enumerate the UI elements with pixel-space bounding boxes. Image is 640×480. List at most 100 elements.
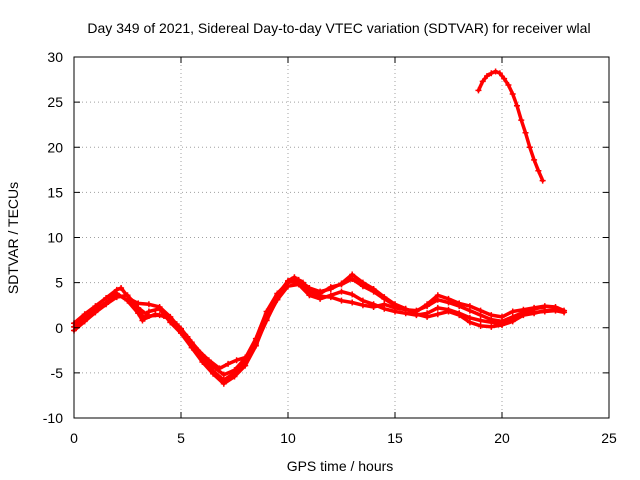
x-axis: 0 5 10 15 20 25 — [70, 57, 617, 446]
data-point — [184, 333, 191, 340]
data-point — [263, 317, 270, 324]
data-point — [173, 321, 180, 328]
data-point — [220, 371, 227, 378]
y-tick-label: 15 — [47, 184, 63, 200]
data-point — [160, 313, 167, 320]
data-point — [195, 347, 202, 354]
data-point — [434, 296, 441, 303]
data-point — [220, 380, 227, 387]
data-point — [156, 305, 163, 312]
x-axis-title: GPS time / hours — [287, 458, 394, 474]
data-point — [188, 344, 195, 351]
data-point — [539, 177, 546, 184]
data-point — [488, 316, 495, 323]
data-point — [477, 312, 484, 319]
y-tick-label: -10 — [43, 410, 63, 426]
y-tick-label: 10 — [47, 230, 63, 246]
data-point — [263, 308, 270, 315]
x-tick-label: 0 — [70, 430, 78, 446]
data-point — [488, 70, 495, 77]
data-point — [317, 293, 324, 300]
data-point — [475, 87, 482, 94]
y-axis-title: SDTVAR / TECUs — [5, 182, 21, 294]
data-point — [338, 297, 345, 304]
data-point — [561, 309, 568, 316]
data-point — [531, 305, 538, 312]
data-point — [424, 303, 431, 310]
data-point — [118, 285, 125, 292]
x-tick-label: 10 — [280, 430, 296, 446]
data-point — [349, 291, 356, 298]
data-point — [81, 318, 88, 325]
data-point — [535, 167, 542, 174]
data-point — [338, 288, 345, 295]
y-tick-label: 30 — [47, 49, 63, 65]
grid — [74, 57, 609, 418]
series-trace-d — [124, 278, 548, 372]
x-tick-label: 20 — [494, 430, 510, 446]
data-point — [349, 271, 356, 278]
data-point — [306, 288, 313, 295]
data-point — [152, 311, 159, 318]
data-point — [477, 322, 484, 329]
data-point — [225, 360, 232, 367]
data-point — [424, 313, 431, 320]
data-point — [492, 68, 499, 75]
data-point — [231, 367, 238, 374]
data-point — [501, 75, 508, 82]
data-point — [509, 91, 516, 98]
chart-title: Day 349 of 2021, Sidereal Day-to-day VTE… — [87, 20, 590, 36]
data-point — [541, 303, 548, 310]
data-point — [509, 313, 516, 320]
data-point — [210, 370, 217, 377]
data-point — [242, 362, 249, 369]
data-point — [445, 299, 452, 306]
data-point — [488, 323, 495, 330]
data-point — [359, 302, 366, 309]
y-tick-label: 5 — [55, 275, 63, 291]
x-tick-label: 25 — [601, 430, 617, 446]
y-tick-label: 20 — [47, 139, 63, 155]
data-point — [124, 297, 131, 304]
data-point — [216, 365, 223, 372]
data-point — [103, 301, 110, 308]
data-point — [402, 306, 409, 313]
data-point — [381, 301, 388, 308]
data-point — [466, 319, 473, 326]
data-point — [113, 294, 120, 301]
data-point — [141, 315, 148, 322]
data-point — [522, 129, 529, 136]
y-tick-label: 25 — [47, 94, 63, 110]
data-point — [92, 309, 99, 316]
data-point — [370, 303, 377, 310]
data-point — [496, 70, 503, 77]
data-point — [381, 294, 388, 301]
y-tick-label: 0 — [55, 320, 63, 336]
data-point — [242, 354, 249, 361]
y-axis: -10 -5 0 5 10 15 20 25 30 — [43, 49, 609, 426]
data-point — [531, 156, 538, 163]
data-point — [509, 308, 516, 315]
x-tick-label: 5 — [177, 430, 185, 446]
data-point — [518, 117, 525, 124]
data-point — [445, 308, 452, 315]
data-point — [392, 304, 398, 311]
data-point — [434, 304, 441, 311]
y-tick-label: -5 — [51, 365, 64, 381]
data-point — [231, 373, 238, 380]
data-point — [520, 309, 527, 316]
data-point — [252, 340, 259, 347]
data-point — [285, 278, 291, 285]
data-point — [526, 144, 533, 151]
data-point — [477, 317, 484, 324]
data-point — [505, 81, 512, 88]
data-point — [124, 292, 131, 299]
series-line — [476, 69, 545, 183]
data-point — [370, 285, 377, 292]
x-tick-label: 15 — [387, 430, 403, 446]
data-point — [434, 311, 441, 318]
data-point — [359, 279, 366, 286]
data-point — [295, 279, 302, 286]
